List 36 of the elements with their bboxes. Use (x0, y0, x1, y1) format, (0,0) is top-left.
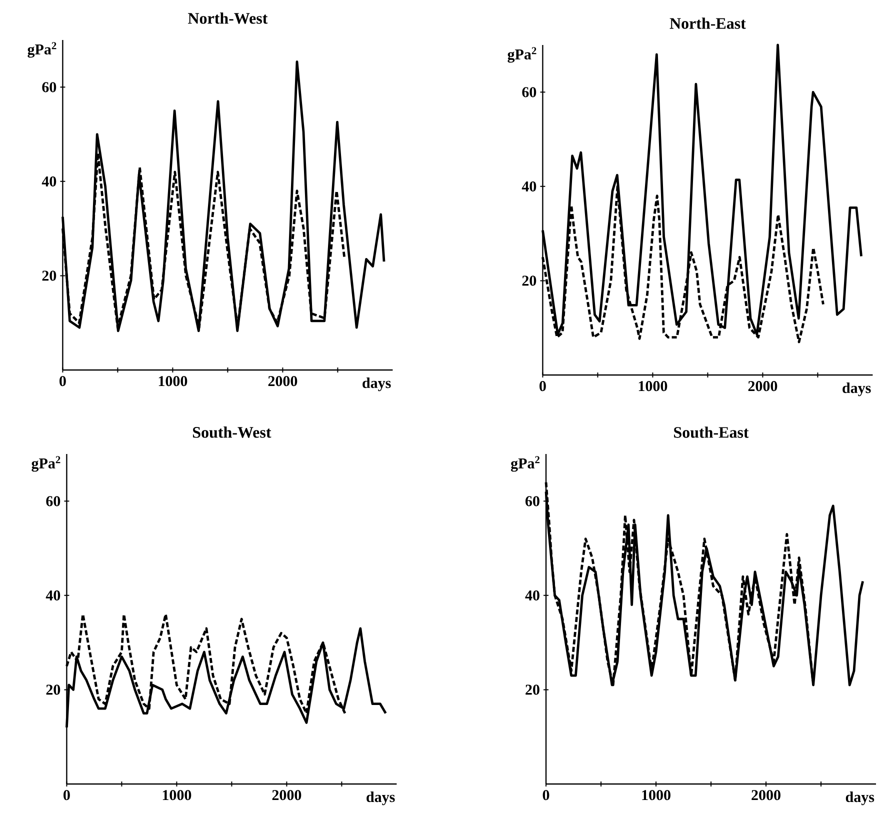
y-tick-label: 60 (42, 82, 56, 92)
chart-title: North-East (670, 18, 746, 29)
x-tick-label: 1000 (638, 381, 668, 392)
y-axis-title: gPa$^{2}$ (510, 456, 540, 472)
x-tick-label: 1000 (162, 790, 192, 800)
y-tick-label: 40 (525, 590, 540, 600)
y-tick-label: 40 (522, 181, 536, 192)
x-axis-title: days (362, 378, 391, 392)
y-tick-label: 20 (46, 684, 60, 695)
x-tick-label: 2000 (748, 381, 778, 392)
x-tick-label: 2000 (752, 790, 780, 800)
chart-title: South-West (192, 426, 272, 438)
y-tick-label: 20 (522, 276, 536, 286)
x-tick-label: 2000 (268, 376, 298, 386)
x-tick-label: 1000 (642, 790, 670, 800)
y-tick-label: 40 (46, 590, 60, 600)
y-axis-title: gPa$^{2}$ (28, 42, 56, 58)
y-tick-label: 20 (526, 684, 540, 695)
y-axis-title: gPa$^{2}$ (508, 47, 536, 63)
x-axis-title: days (366, 792, 395, 806)
y-tick-label: 60 (522, 87, 536, 98)
x-tick-label: 2000 (272, 790, 302, 800)
x-axis-title: days (846, 792, 874, 806)
x-tick-label: 0 (540, 381, 546, 392)
x-axis-title: days (842, 382, 871, 396)
chart-title: South-East (674, 426, 749, 438)
chart-title: North-West (188, 12, 268, 24)
x-tick-label: 0 (60, 376, 66, 386)
x-tick-label: 0 (542, 790, 550, 800)
y-axis-title: gPa$^{2}$ (32, 456, 60, 472)
x-tick-label: 0 (64, 790, 70, 800)
y-tick-label: 60 (46, 496, 60, 506)
x-tick-label: 1000 (158, 376, 188, 386)
y-tick-label: 40 (42, 176, 56, 186)
y-tick-label: 60 (525, 496, 540, 506)
y-tick-label: 20 (42, 270, 56, 281)
